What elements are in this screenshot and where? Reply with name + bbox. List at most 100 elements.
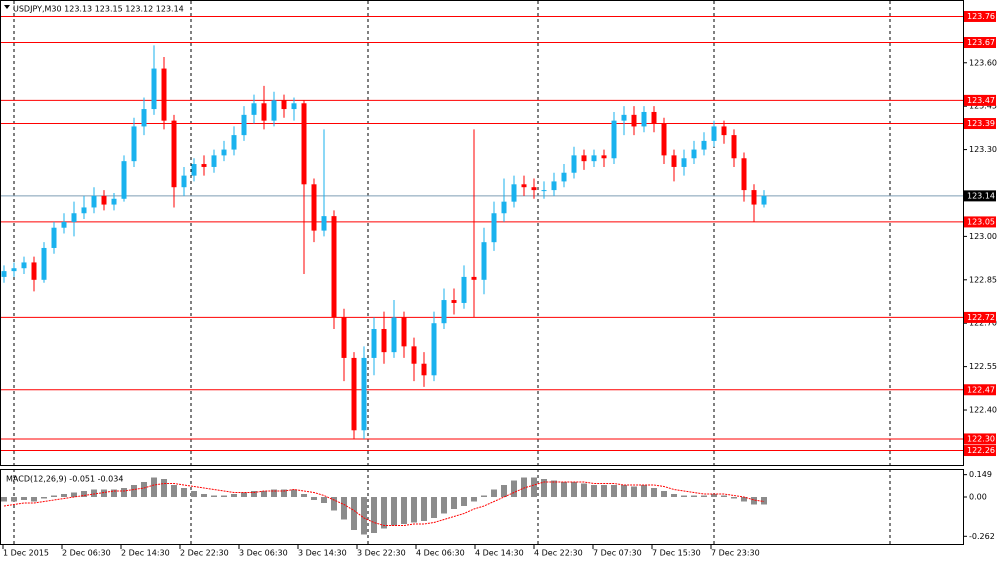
macd-bar xyxy=(241,492,247,497)
candle-body xyxy=(81,207,87,214)
macd-bar xyxy=(31,497,37,502)
macd-bar xyxy=(321,497,327,503)
signal-line xyxy=(3,481,765,526)
macd-bar xyxy=(11,497,17,502)
macd-bar xyxy=(51,495,57,497)
macd-bar xyxy=(191,491,197,497)
candle-body xyxy=(731,135,737,159)
candle-body xyxy=(281,100,287,110)
candle-body xyxy=(401,317,407,347)
candle-body xyxy=(181,175,187,188)
chart-title: USDJPY,M30 123.13 123.15 123.12 123.14 xyxy=(13,5,184,14)
candle-body xyxy=(211,155,217,167)
macd-bar xyxy=(741,497,747,502)
candle-body xyxy=(371,328,377,358)
candle-body xyxy=(531,187,537,191)
macd-bar xyxy=(121,488,127,497)
candle-body xyxy=(441,300,447,324)
macd-bar xyxy=(341,497,347,520)
candle-body xyxy=(421,363,427,376)
candle-body xyxy=(711,126,717,141)
level-label: 123.05 xyxy=(967,217,995,226)
candle-body xyxy=(691,149,697,159)
candle-body xyxy=(391,317,397,353)
macd-bar xyxy=(201,494,207,497)
candle-body xyxy=(431,323,437,376)
macd-bar xyxy=(501,485,507,497)
candle-body xyxy=(151,68,157,110)
x-tick-label: 7 Dec 23:30 xyxy=(711,549,760,558)
candle-body xyxy=(411,346,417,364)
macd-bar xyxy=(451,497,457,509)
macd-bar xyxy=(731,497,737,499)
candle-body xyxy=(761,195,767,205)
macd-bar xyxy=(361,497,367,535)
macd-bar xyxy=(41,497,47,499)
candle-body xyxy=(351,357,357,431)
level-tag xyxy=(964,10,996,22)
y-tick-label: 122.55 xyxy=(969,362,997,371)
level-label: 122.47 xyxy=(967,385,995,394)
candle-body xyxy=(721,126,727,136)
level-tag xyxy=(964,311,996,323)
candle-body xyxy=(311,184,317,231)
level-label: 122.30 xyxy=(967,434,995,443)
candle-body xyxy=(491,213,497,243)
x-tick-label: 3 Dec 06:30 xyxy=(239,549,288,558)
candle-body xyxy=(361,357,367,431)
macd-bar xyxy=(91,489,97,497)
candle-body xyxy=(21,262,27,269)
macd-bar xyxy=(431,497,437,518)
candle-body xyxy=(301,103,307,185)
candle-body xyxy=(231,135,237,150)
candle-body xyxy=(451,300,457,303)
macd-bar xyxy=(181,488,187,497)
macd-bar xyxy=(491,489,497,497)
macd-bar xyxy=(261,491,267,497)
macd-bar xyxy=(751,497,757,505)
level-label: 122.26 xyxy=(967,446,995,455)
candle-body xyxy=(591,155,597,162)
macd-bar xyxy=(471,497,477,502)
candle-body xyxy=(751,190,757,205)
macd-bar xyxy=(641,485,647,497)
y-tick-label: 0.00 xyxy=(969,493,987,502)
candle-body xyxy=(581,155,587,162)
y-tick-label: 123.60 xyxy=(969,58,997,67)
macd-bar xyxy=(701,495,707,497)
level-tag xyxy=(964,384,996,396)
x-tick-label: 2 Dec 06:30 xyxy=(62,549,111,558)
day-separators xyxy=(13,1,891,545)
candle-body xyxy=(261,103,267,121)
x-tick-label: 1 Dec 2015 xyxy=(3,549,49,558)
macd-bar xyxy=(271,489,277,497)
candle-body xyxy=(701,140,707,150)
candle-body xyxy=(611,120,617,159)
candle-body xyxy=(111,198,117,205)
x-tick-label: 2 Dec 22:30 xyxy=(180,549,229,558)
candle-body xyxy=(471,276,477,280)
x-tick-label: 7 Dec 07:30 xyxy=(593,549,642,558)
macd-bar xyxy=(161,479,167,497)
macd-bar xyxy=(671,494,677,497)
macd-bar xyxy=(461,497,467,506)
macd-frame xyxy=(0,469,964,545)
menu-arrow xyxy=(4,5,10,9)
macd-bar xyxy=(521,477,527,497)
macd-bar xyxy=(721,495,727,497)
x-tick-label: 4 Dec 06:30 xyxy=(416,549,465,558)
candle-body xyxy=(1,271,7,277)
candle-body xyxy=(561,172,567,182)
y-tick-label: 0.149 xyxy=(969,470,992,479)
candle-body xyxy=(651,111,657,124)
candle-body xyxy=(91,195,97,208)
level-tag xyxy=(964,118,996,130)
level-tag xyxy=(964,216,996,228)
macd-bar xyxy=(381,497,387,529)
macd-bar xyxy=(81,491,87,497)
macd-bar xyxy=(591,485,597,497)
level-tag xyxy=(964,445,996,457)
macd-bar xyxy=(281,489,287,497)
candle-body xyxy=(201,164,207,167)
macd-bar xyxy=(391,497,397,526)
